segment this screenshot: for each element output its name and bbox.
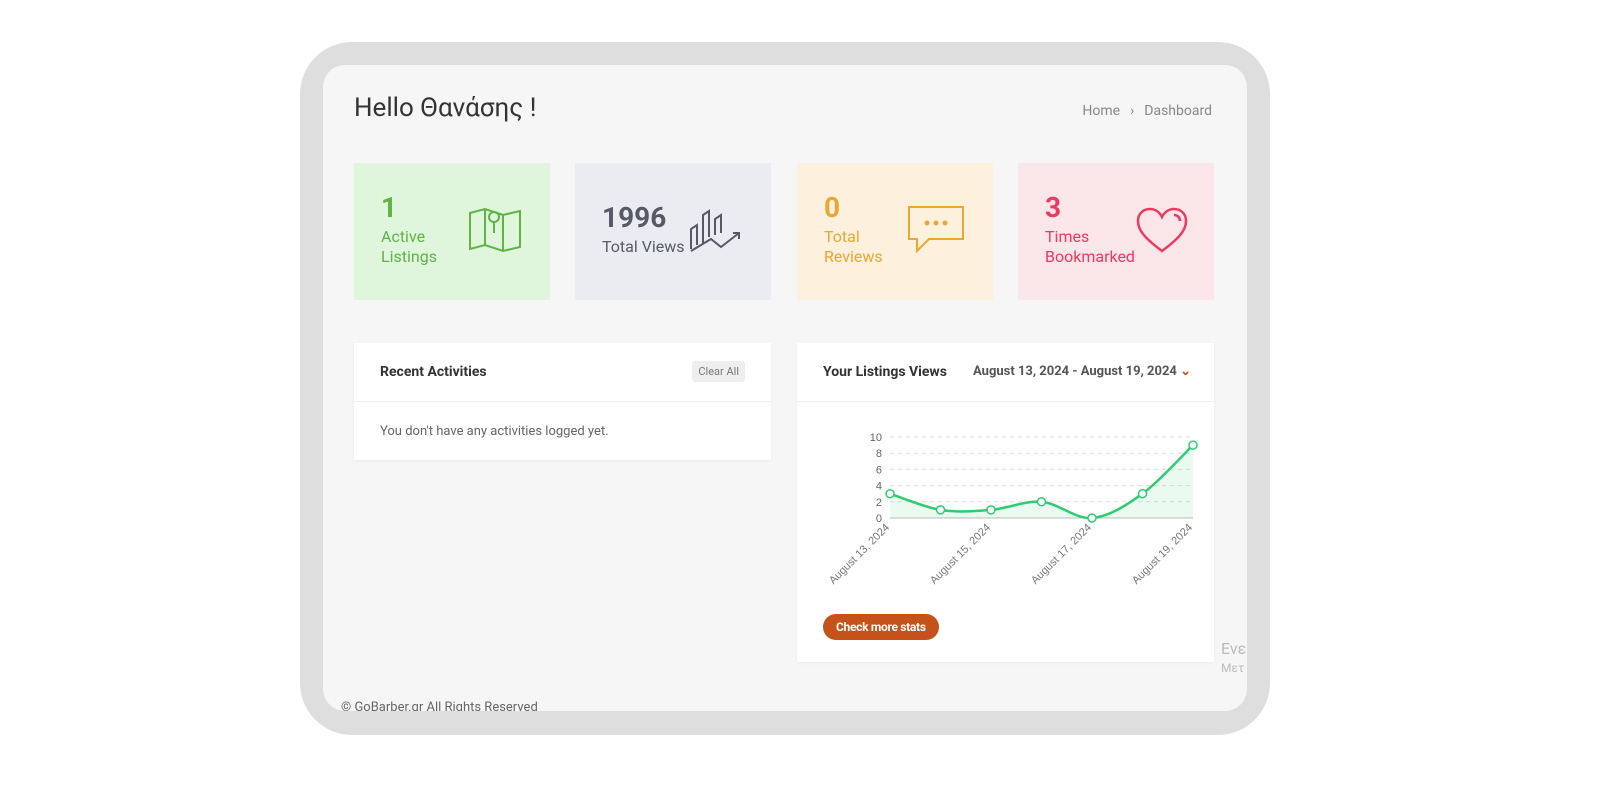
stat-label: Active Listings	[381, 227, 437, 266]
point	[1137, 488, 1148, 499]
views-panel: Your Listings Views August 13, 2024 - Au…	[797, 343, 1214, 662]
date-range[interactable]: August 13, 2024 - August 19, 2024 ⌄	[973, 364, 1192, 379]
stat-value: 1	[381, 191, 398, 224]
area	[890, 445, 1193, 519]
stat-value: 0	[824, 191, 841, 224]
divider	[797, 401, 1214, 402]
chart-icon	[690, 209, 740, 252]
comment-icon	[908, 206, 964, 254]
breadcrumb-link[interactable]: Home	[1082, 103, 1121, 119]
side-text: Μετ	[1221, 661, 1245, 675]
y-tick-label: 10	[870, 432, 882, 444]
y-tick-label: 6	[876, 464, 882, 476]
y-tick-label: 0	[876, 513, 882, 525]
point	[1188, 440, 1198, 450]
map-icon	[469, 207, 521, 253]
x-tick-label: August 17, 2024	[1029, 522, 1094, 587]
line-chart: 0 2 4 6 8 10 August 13, 2024 August 15, 2024 Aug…	[827, 432, 1198, 587]
stat-value: 1996	[602, 201, 667, 234]
clear-button[interactable]: Clear All	[692, 361, 745, 382]
stat-label: Total Reviews	[824, 227, 883, 266]
y-tick-label: 2	[876, 497, 882, 509]
stat-label: Total Views	[602, 237, 685, 256]
side-text: Ενε	[1221, 639, 1247, 658]
breadcrumb: Home › Dashboard	[1082, 103, 1212, 119]
y-tick-label: 8	[876, 448, 882, 460]
panel-title: Recent Activities	[380, 364, 487, 380]
stat-card: 1996 Total Views	[575, 163, 771, 300]
divider	[354, 401, 771, 402]
screen: Hello Θανάσης ! Home › Dashboard 1 Active …	[323, 65, 1247, 711]
point	[935, 505, 946, 515]
stat-value: 3	[1045, 191, 1062, 224]
footer: © GoBarber.gr All Rights Reserved	[341, 700, 538, 711]
date-range-text: August 13, 2024 - August 19, 2024	[973, 364, 1177, 379]
point	[885, 488, 895, 499]
stat-card: 3 Times Bookmarked	[1018, 163, 1214, 300]
heart-icon	[1136, 207, 1188, 253]
x-tick-label: August 13, 2024	[827, 522, 892, 587]
y-tick-label: 4	[876, 481, 882, 493]
breadcrumb-current: Dashboard	[1144, 103, 1212, 119]
stat-label: Times Bookmarked	[1045, 227, 1135, 266]
tablet-frame: Hello Θανάσης ! Home › Dashboard 1 Active …	[300, 42, 1270, 735]
x-tick-label: August 19, 2024	[1130, 522, 1195, 587]
greeting: Hello Θανάσης !	[354, 93, 537, 123]
panel-title: Your Listings Views	[823, 364, 947, 380]
point	[1036, 497, 1047, 507]
activities-panel: Recent Activities Clear All You don't ha…	[354, 343, 771, 460]
point	[986, 505, 996, 515]
empty-message: You don't have any activities logged yet…	[380, 424, 609, 439]
x-tick-label: August 15, 2024	[928, 522, 993, 587]
stats-button[interactable]: Check more stats	[823, 614, 939, 640]
point	[1087, 513, 1097, 523]
stat-card: 1 Active Listings	[354, 163, 550, 300]
stat-card: 0 Total Reviews	[797, 163, 993, 300]
